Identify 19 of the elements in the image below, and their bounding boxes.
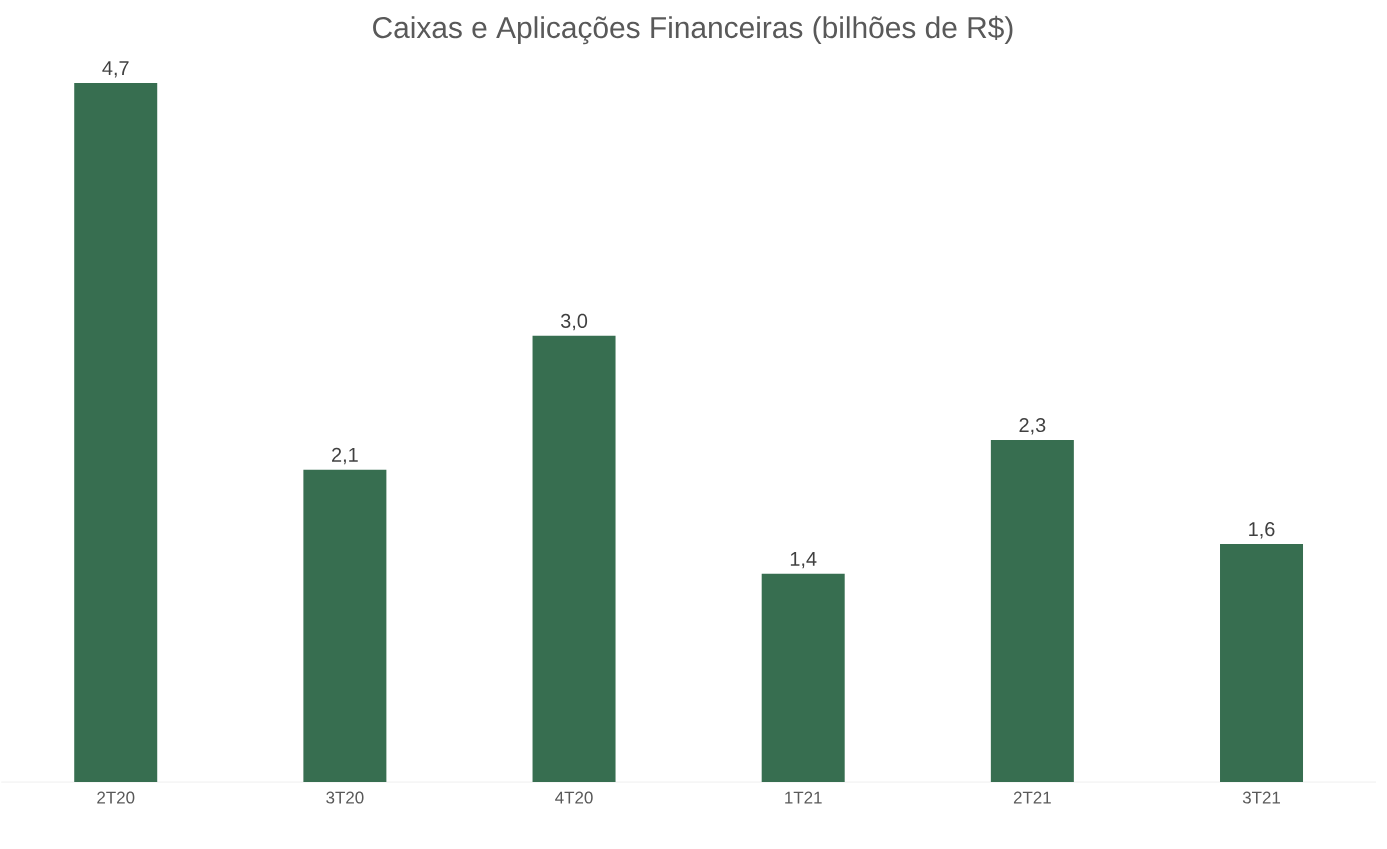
x-tick-label: 1T21 <box>785 791 822 804</box>
chart-title: Caixas e Aplicações Financeiras (bilhões de R$) <box>373 15 1013 45</box>
x-tick-label: 3T21 <box>1242 791 1280 804</box>
x-tick-label: 2T21 <box>1013 791 1051 804</box>
data-label: 4,7 <box>102 61 129 78</box>
data-label: 3,0 <box>560 313 588 331</box>
x-tick-label: 2T20 <box>97 791 135 804</box>
data-label: 1,4 <box>790 552 817 569</box>
bar <box>761 573 845 783</box>
data-label: 2,1 <box>332 447 358 465</box>
bar <box>74 82 158 783</box>
bar <box>303 469 387 783</box>
data-label: 2,3 <box>1019 417 1046 435</box>
bar <box>532 335 616 783</box>
data-label: 1,6 <box>1249 522 1275 539</box>
x-tick-label: 4T20 <box>555 791 593 804</box>
x-tick-label: 3T20 <box>326 791 364 804</box>
bar <box>1220 544 1304 783</box>
bar <box>990 439 1074 783</box>
